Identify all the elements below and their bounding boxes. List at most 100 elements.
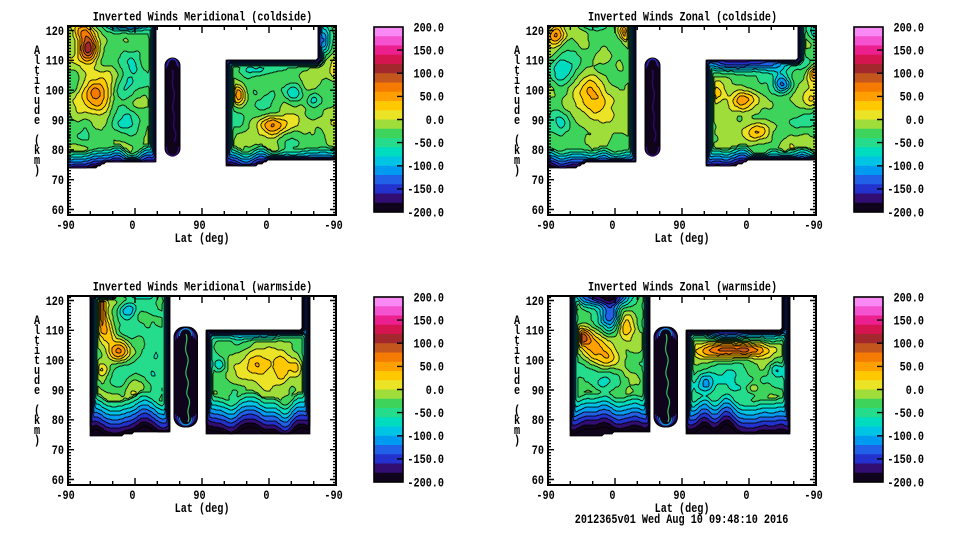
svg-text:i: i bbox=[514, 73, 520, 88]
svg-text:100: 100 bbox=[46, 84, 64, 99]
svg-text:150.0: 150.0 bbox=[894, 43, 925, 58]
svg-text:t: t bbox=[34, 63, 40, 78]
svg-text:90: 90 bbox=[52, 383, 64, 398]
svg-text:Lat (deg): Lat (deg) bbox=[655, 501, 710, 516]
svg-text:A: A bbox=[34, 313, 40, 328]
svg-text:u: u bbox=[514, 363, 520, 378]
svg-text:A: A bbox=[34, 43, 40, 58]
svg-text:-90: -90 bbox=[324, 218, 342, 233]
svg-text:t: t bbox=[34, 353, 40, 368]
svg-text:80: 80 bbox=[52, 413, 64, 428]
svg-text:80: 80 bbox=[532, 143, 544, 158]
svg-text:90: 90 bbox=[673, 488, 685, 503]
svg-text:2012365v01 Wed Aug 10 09:48:10: 2012365v01 Wed Aug 10 09:48:10 2016 bbox=[575, 512, 789, 527]
svg-text:t: t bbox=[514, 63, 520, 78]
svg-text:0: 0 bbox=[609, 488, 615, 503]
svg-text:70: 70 bbox=[52, 173, 64, 188]
svg-text:Lat (deg): Lat (deg) bbox=[655, 231, 710, 246]
svg-text:100.0: 100.0 bbox=[414, 67, 445, 82]
svg-text:-200.0: -200.0 bbox=[407, 475, 444, 490]
svg-text:-50.0: -50.0 bbox=[894, 406, 925, 421]
svg-text:50.0: 50.0 bbox=[420, 90, 445, 105]
svg-text:m: m bbox=[514, 423, 520, 438]
svg-text:100.0: 100.0 bbox=[894, 67, 925, 82]
svg-text:-100.0: -100.0 bbox=[887, 429, 924, 444]
svg-text:Inverted Winds Zonal (warmside: Inverted Winds Zonal (warmside) bbox=[588, 279, 777, 294]
svg-text:u: u bbox=[34, 93, 40, 108]
svg-text:50.0: 50.0 bbox=[900, 360, 925, 375]
svg-text:-100.0: -100.0 bbox=[407, 429, 444, 444]
svg-text:-200.0: -200.0 bbox=[887, 475, 924, 490]
svg-text:60: 60 bbox=[52, 473, 64, 488]
svg-text:Lat (deg): Lat (deg) bbox=[175, 231, 230, 246]
svg-text:u: u bbox=[514, 93, 520, 108]
svg-text:Lat (deg): Lat (deg) bbox=[175, 501, 230, 516]
svg-text:): ) bbox=[514, 433, 520, 448]
svg-text:(: ( bbox=[514, 403, 520, 418]
svg-text:-200.0: -200.0 bbox=[407, 205, 444, 220]
svg-text:120: 120 bbox=[526, 24, 544, 39]
svg-text:): ) bbox=[34, 433, 40, 448]
svg-text:150.0: 150.0 bbox=[414, 313, 445, 328]
svg-text:d: d bbox=[34, 103, 40, 118]
svg-text:200.0: 200.0 bbox=[414, 20, 445, 35]
svg-text:-90: -90 bbox=[536, 488, 554, 503]
svg-text:90: 90 bbox=[193, 488, 205, 503]
svg-text:d: d bbox=[514, 103, 520, 118]
svg-text:A: A bbox=[514, 313, 520, 328]
svg-text:e: e bbox=[34, 113, 40, 128]
svg-text:d: d bbox=[34, 373, 40, 388]
svg-text:l: l bbox=[34, 323, 40, 338]
svg-text:k: k bbox=[514, 413, 520, 428]
svg-text:e: e bbox=[514, 113, 520, 128]
svg-text:m: m bbox=[34, 423, 40, 438]
svg-text:-150.0: -150.0 bbox=[407, 182, 444, 197]
svg-text:100.0: 100.0 bbox=[894, 337, 925, 352]
svg-text:0.0: 0.0 bbox=[426, 113, 444, 128]
svg-text:150.0: 150.0 bbox=[894, 313, 925, 328]
svg-text:0: 0 bbox=[743, 218, 749, 233]
svg-text:(: ( bbox=[34, 133, 40, 148]
svg-text:-150.0: -150.0 bbox=[887, 182, 924, 197]
svg-text:110: 110 bbox=[46, 324, 64, 339]
svg-text:Inverted Winds Meridional (col: Inverted Winds Meridional (coldside) bbox=[93, 9, 313, 24]
svg-text:l: l bbox=[34, 53, 40, 68]
svg-text:): ) bbox=[514, 163, 520, 178]
svg-text:120: 120 bbox=[46, 294, 64, 309]
svg-text:200.0: 200.0 bbox=[894, 290, 925, 305]
svg-text:100: 100 bbox=[526, 354, 544, 369]
svg-text:-90: -90 bbox=[804, 218, 822, 233]
svg-text:l: l bbox=[514, 323, 520, 338]
svg-text:Inverted Winds Zonal (coldside: Inverted Winds Zonal (coldside) bbox=[588, 9, 777, 24]
svg-text:70: 70 bbox=[532, 173, 544, 188]
svg-text:-100.0: -100.0 bbox=[887, 159, 924, 174]
svg-text:m: m bbox=[514, 153, 520, 168]
svg-text:90: 90 bbox=[52, 113, 64, 128]
svg-text:120: 120 bbox=[526, 294, 544, 309]
svg-text:(: ( bbox=[34, 403, 40, 418]
svg-text:90: 90 bbox=[673, 218, 685, 233]
svg-text:-90: -90 bbox=[324, 488, 342, 503]
svg-text:k: k bbox=[34, 413, 40, 428]
svg-text:t: t bbox=[514, 353, 520, 368]
svg-text:0: 0 bbox=[263, 218, 269, 233]
svg-text:Inverted Winds Meridional (war: Inverted Winds Meridional (warmside) bbox=[93, 279, 313, 294]
svg-text:0.0: 0.0 bbox=[906, 113, 924, 128]
svg-text:m: m bbox=[34, 153, 40, 168]
svg-text:110: 110 bbox=[46, 54, 64, 69]
svg-text:90: 90 bbox=[532, 383, 544, 398]
svg-text:0.0: 0.0 bbox=[906, 383, 924, 398]
svg-text:60: 60 bbox=[52, 203, 64, 218]
svg-text:0: 0 bbox=[129, 488, 135, 503]
svg-text:0: 0 bbox=[129, 218, 135, 233]
svg-text:-90: -90 bbox=[536, 218, 554, 233]
svg-text:200.0: 200.0 bbox=[414, 290, 445, 305]
svg-text:60: 60 bbox=[532, 473, 544, 488]
svg-text:-90: -90 bbox=[804, 488, 822, 503]
svg-text:50.0: 50.0 bbox=[900, 90, 925, 105]
svg-text:i: i bbox=[514, 343, 520, 358]
svg-text:110: 110 bbox=[526, 54, 544, 69]
svg-text:-100.0: -100.0 bbox=[407, 159, 444, 174]
svg-text:e: e bbox=[34, 383, 40, 398]
svg-text:100.0: 100.0 bbox=[414, 337, 445, 352]
